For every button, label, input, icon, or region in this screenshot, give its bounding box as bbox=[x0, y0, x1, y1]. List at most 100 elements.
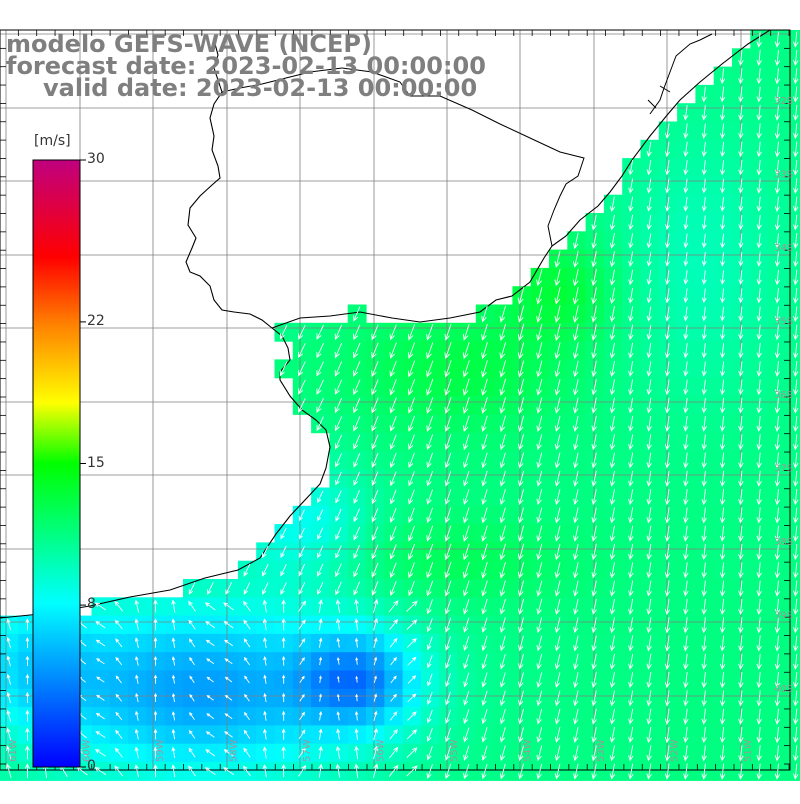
wind-arrow bbox=[389, 729, 398, 740]
wind-arrow bbox=[573, 360, 579, 378]
wind-arrow bbox=[481, 763, 488, 780]
wind-arrow bbox=[738, 562, 744, 579]
wind-cell bbox=[786, 579, 800, 598]
wind-arrow bbox=[243, 747, 251, 758]
wind-arrow bbox=[793, 543, 799, 561]
wind-arrow bbox=[171, 674, 176, 684]
wind-arrow bbox=[554, 635, 561, 652]
wind-arrow bbox=[96, 676, 105, 683]
wind-arrow bbox=[774, 635, 781, 652]
wind-arrow bbox=[573, 672, 579, 689]
wind-arrow bbox=[774, 288, 781, 304]
wind-arrow bbox=[756, 342, 762, 359]
wind-cell bbox=[786, 505, 800, 525]
wind-arrow bbox=[426, 580, 434, 597]
wind-arrow bbox=[628, 324, 634, 341]
wind-arrow bbox=[318, 618, 323, 631]
wind-arrow bbox=[334, 324, 343, 341]
wind-arrow bbox=[609, 434, 616, 451]
wind-arrow bbox=[664, 672, 671, 689]
wind-arrow bbox=[793, 415, 799, 433]
wind-arrow bbox=[171, 618, 176, 631]
wind-arrow bbox=[316, 416, 324, 432]
wind-arrow bbox=[517, 561, 525, 579]
wind-arrow bbox=[389, 379, 397, 396]
wind-arrow bbox=[517, 287, 525, 305]
wind-arrow bbox=[463, 580, 470, 597]
wind-arrow bbox=[134, 728, 139, 740]
wind-arrow bbox=[299, 711, 305, 721]
wind-arrow bbox=[408, 507, 415, 524]
wind-arrow bbox=[244, 675, 250, 684]
wind-arrow bbox=[720, 270, 726, 285]
wind-arrow bbox=[591, 342, 597, 359]
wind-arrow bbox=[373, 675, 377, 684]
wind-arrow bbox=[628, 763, 634, 780]
wind-arrow bbox=[591, 617, 597, 634]
wind-arrow bbox=[793, 159, 799, 176]
colorbar-unit: [m/s] bbox=[34, 133, 71, 149]
wind-arrow bbox=[591, 690, 597, 707]
wind-arrow bbox=[793, 672, 799, 689]
wind-arrow bbox=[719, 525, 726, 542]
wind-arrow bbox=[793, 214, 799, 231]
wind-arrow bbox=[389, 507, 397, 523]
wind-arrow bbox=[720, 288, 726, 304]
wind-arrow bbox=[628, 233, 634, 249]
wind-arrow bbox=[408, 471, 415, 487]
wind-arrow bbox=[262, 764, 268, 778]
wind-arrow bbox=[719, 690, 726, 707]
wind-arrow bbox=[481, 525, 488, 542]
wind-arrow bbox=[793, 49, 799, 67]
wind-arrow bbox=[373, 637, 378, 648]
wind-arrow bbox=[536, 672, 543, 689]
wind-arrow bbox=[408, 452, 415, 469]
wind-arrow bbox=[115, 675, 122, 684]
wind-arrow bbox=[572, 268, 579, 287]
wind-arrow bbox=[518, 745, 524, 762]
wind-arrow bbox=[609, 598, 616, 615]
wind-arrow bbox=[389, 637, 398, 648]
wind-arrow bbox=[171, 656, 176, 666]
wind-arrow bbox=[224, 694, 233, 701]
wind-arrow bbox=[189, 656, 195, 666]
wind-arrow bbox=[281, 674, 286, 684]
wind-arrow bbox=[774, 690, 781, 707]
wind-arrow bbox=[701, 379, 707, 396]
wind-arrow bbox=[646, 708, 652, 725]
wind-arrow bbox=[518, 452, 525, 469]
wind-arrow bbox=[536, 415, 543, 433]
wind-arrow bbox=[517, 543, 525, 561]
wind-arrow bbox=[756, 708, 762, 725]
wind-arrow bbox=[609, 397, 616, 414]
wind-arrow bbox=[426, 324, 434, 341]
wind-arrow bbox=[701, 416, 707, 432]
wind-arrow bbox=[628, 397, 634, 414]
wind-arrow bbox=[756, 617, 762, 634]
wind-arrow bbox=[445, 636, 452, 651]
wind-arrow bbox=[646, 580, 652, 597]
wind-arrow bbox=[499, 672, 506, 688]
wind-arrow bbox=[756, 68, 762, 85]
wind-arrow bbox=[298, 343, 306, 359]
wind-arrow bbox=[426, 434, 434, 451]
wind-arrow bbox=[499, 654, 506, 670]
wind-cell bbox=[786, 359, 800, 379]
wind-arrow bbox=[774, 745, 781, 762]
wind-cell bbox=[786, 213, 800, 232]
wind-cell bbox=[786, 725, 800, 745]
wind-arrow bbox=[517, 342, 525, 360]
wind-arrow bbox=[463, 617, 470, 633]
wind-arrow bbox=[371, 544, 379, 560]
wind-arrow bbox=[683, 251, 689, 267]
wind-arrow bbox=[701, 580, 707, 597]
wind-arrow bbox=[591, 598, 597, 615]
latitude-labels: 32S 33S 34S 35S 36S 37S 38S 39S 40S bbox=[774, 96, 793, 695]
wind-arrow bbox=[334, 342, 343, 359]
wind-arrow bbox=[719, 123, 726, 139]
wind-arrow bbox=[774, 598, 781, 616]
wind-arrow bbox=[444, 561, 452, 579]
wind-arrow bbox=[371, 562, 379, 578]
wind-arrow bbox=[701, 324, 707, 340]
wind-arrow bbox=[499, 507, 506, 524]
